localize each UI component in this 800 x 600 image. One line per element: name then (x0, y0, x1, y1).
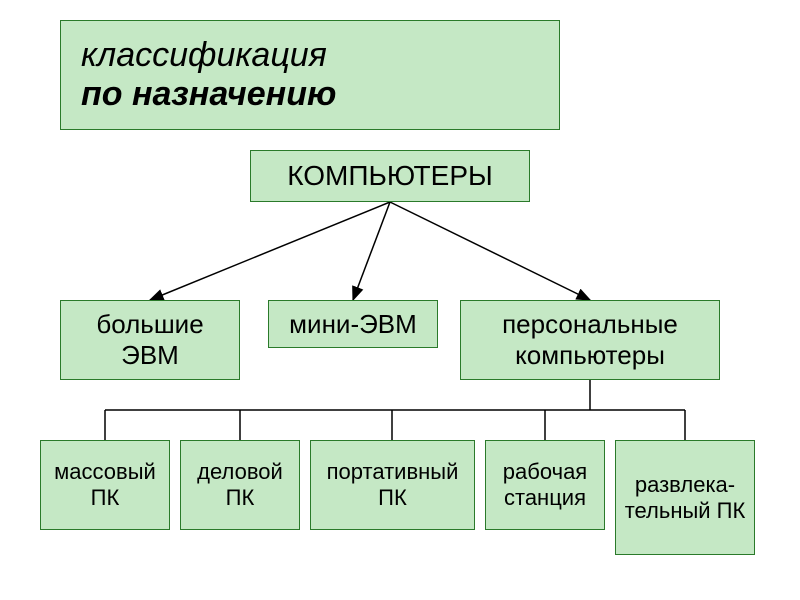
node-label: портативный ПК (317, 459, 468, 511)
node-mass-pc: массовый ПК (40, 440, 170, 530)
node-business-pc: деловой ПК (180, 440, 300, 530)
node-label: большие ЭВМ (67, 309, 233, 371)
root-arrows (150, 202, 590, 300)
title-box: классификация по назначению (60, 20, 560, 130)
node-entertainment-pc: развлека- тельный ПК (615, 440, 755, 555)
title-line1: классификация (81, 36, 336, 75)
node-label: деловой ПК (187, 459, 293, 511)
root-label: КОМПЬЮТЕРЫ (287, 160, 493, 192)
node-label: мини-ЭВМ (289, 309, 417, 340)
node-portable-pc: портативный ПК (310, 440, 475, 530)
diagram-canvas: классификация по назначению КОМПЬЮТЕРЫ б… (0, 0, 800, 600)
node-personal-computers: персональные компьютеры (460, 300, 720, 380)
node-label: рабочая станция (492, 459, 598, 511)
title-line2: по назначению (81, 75, 336, 114)
node-label: развлека- тельный ПК (622, 472, 748, 524)
node-workstation: рабочая станция (485, 440, 605, 530)
node-mini-evm: мини-ЭВМ (268, 300, 438, 348)
root-node: КОМПЬЮТЕРЫ (250, 150, 530, 202)
pc-connector-bus (105, 380, 685, 440)
node-label: персональные компьютеры (467, 309, 713, 371)
node-label: массовый ПК (47, 459, 163, 511)
node-big-evm: большие ЭВМ (60, 300, 240, 380)
